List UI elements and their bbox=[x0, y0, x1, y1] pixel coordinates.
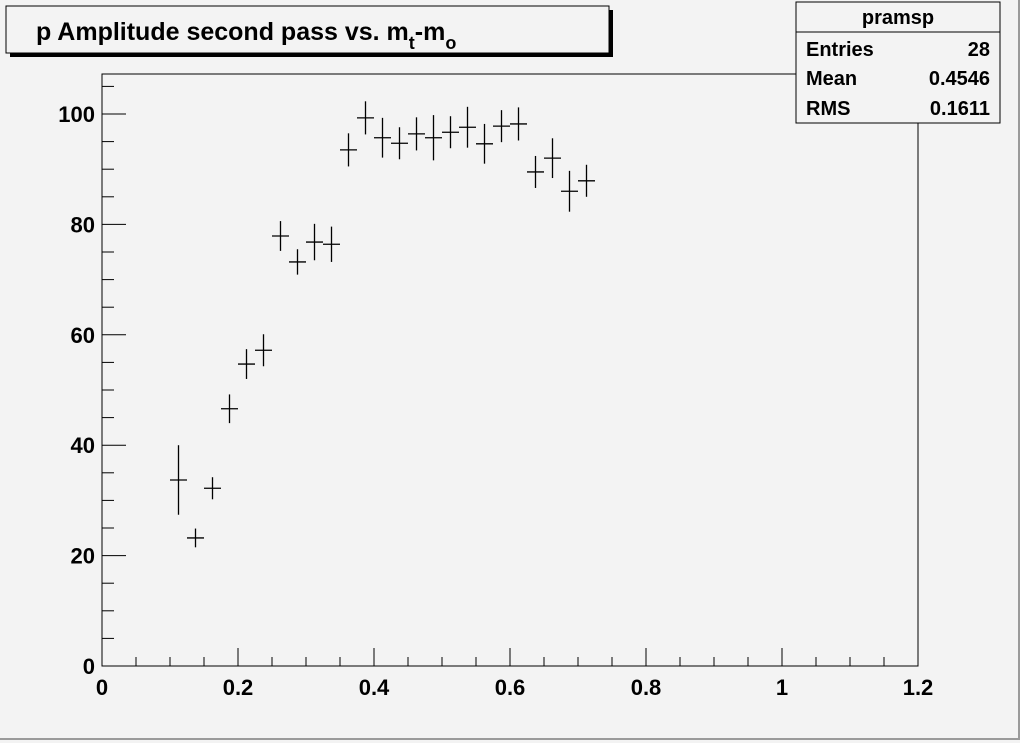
x-tick-label: 1.2 bbox=[903, 675, 934, 700]
stats-rms-label: RMS bbox=[806, 98, 850, 120]
data-point bbox=[527, 155, 544, 188]
data-point bbox=[306, 223, 323, 261]
stats-entries-value: 28 bbox=[968, 39, 990, 61]
data-point bbox=[510, 107, 527, 141]
data-point bbox=[238, 349, 255, 379]
data-point bbox=[408, 117, 425, 151]
data-points bbox=[170, 101, 595, 548]
data-point bbox=[493, 110, 510, 143]
data-point bbox=[391, 127, 408, 160]
chart-title: p Amplitude second pass vs. mt-mo bbox=[36, 18, 456, 53]
stats-entries-label: Entries bbox=[806, 39, 874, 61]
y-tick-label: 40 bbox=[71, 433, 95, 458]
data-point bbox=[170, 445, 187, 515]
data-point bbox=[544, 138, 561, 179]
plot-frame bbox=[101, 73, 919, 667]
data-point bbox=[187, 528, 204, 548]
data-point bbox=[204, 477, 221, 500]
data-point bbox=[476, 123, 493, 164]
axes: 0 0.2 0.4 0.6 0.8 1 1.2 0 20 40 60 80 100 bbox=[58, 85, 934, 700]
data-point bbox=[272, 221, 289, 251]
data-point bbox=[255, 334, 272, 367]
stats-title: pramsp bbox=[862, 7, 934, 29]
y-tick-label: 60 bbox=[71, 323, 95, 348]
data-point bbox=[221, 394, 238, 424]
y-tick-label: 20 bbox=[71, 544, 95, 569]
y-tick-label: 80 bbox=[71, 212, 95, 237]
x-tick-label: 0.2 bbox=[223, 675, 254, 700]
x-tick-label: 0.8 bbox=[631, 675, 662, 700]
stats-rms-value: 0.1611 bbox=[930, 98, 990, 120]
x-tick-label: 1 bbox=[776, 675, 788, 700]
x-tick-label: 0.6 bbox=[495, 675, 526, 700]
x-tick-label: 0 bbox=[96, 675, 108, 700]
data-point bbox=[459, 106, 476, 148]
stats-mean-label: Mean bbox=[806, 68, 857, 90]
data-point bbox=[442, 116, 459, 149]
stats-box: pramsp Entries 28 Mean 0.4546 RMS 0.1611 bbox=[795, 1, 1001, 124]
y-tick-label: 100 bbox=[58, 102, 95, 127]
title-box: p Amplitude second pass vs. mt-mo bbox=[5, 5, 613, 57]
data-point bbox=[340, 133, 357, 167]
x-tick-label: 0.4 bbox=[359, 675, 390, 700]
data-point bbox=[425, 115, 442, 161]
data-point bbox=[374, 117, 391, 158]
data-point bbox=[561, 170, 578, 212]
data-point bbox=[323, 226, 340, 262]
data-point bbox=[357, 101, 374, 135]
stats-mean-value: 0.4546 bbox=[929, 68, 990, 90]
y-tick-label: 0 bbox=[83, 654, 95, 679]
data-point bbox=[578, 164, 595, 197]
data-point bbox=[289, 249, 306, 275]
